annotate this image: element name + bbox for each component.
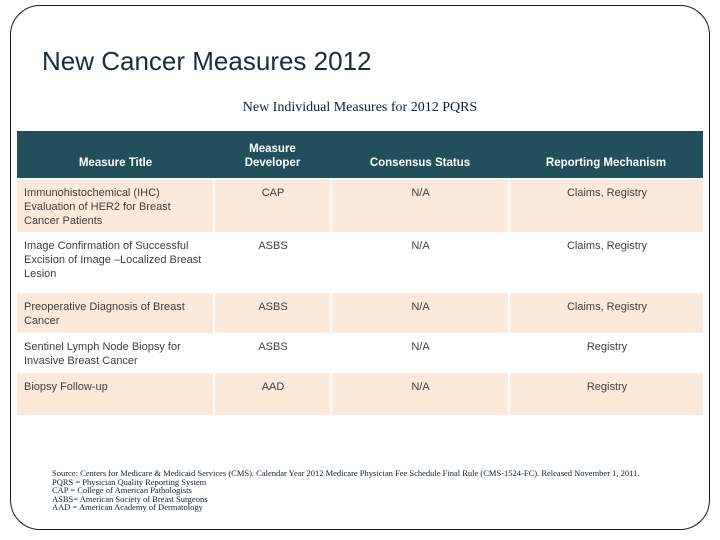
measures-table: Measure Title Measure Developer Consensu… [17, 131, 703, 415]
table-row: Immunohistochemical (IHC) Evaluation of … [17, 178, 703, 232]
cell-reporting-mechanism: Registry [508, 333, 703, 373]
table-row: Preoperative Diagnosis of Breast Cancer … [17, 293, 703, 333]
table-row: Image Confirmation of Successful Excisio… [17, 232, 703, 293]
cell-reporting-mechanism: Claims, Registry [508, 232, 703, 293]
column-header-measure-developer: Measure Developer [214, 131, 331, 179]
slide-subtitle: New Individual Measures for 2012 PQRS [242, 100, 478, 115]
cell-measure-developer: ASBS [213, 232, 331, 293]
cell-measure-title: Preoperative Diagnosis of Breast Cancer [17, 293, 214, 333]
column-header-consensus-status: Consensus Status [331, 131, 509, 179]
footnote-pqrs-definition: PQRS = Physician Quality Reporting Syste… [52, 476, 207, 487]
footnote-asbs-definition: ASBS= American Society of Breast Surgeon… [52, 493, 208, 504]
footnote-aad-definition: AAD = American Academy of Dermatology [52, 502, 203, 513]
footnote-source: Source: Centers for Medicare & Medicaid … [52, 468, 640, 478]
slide-title: New Cancer Measures 2012 [42, 46, 372, 76]
cell-measure-title: Biopsy Follow-up [17, 373, 214, 415]
table-header-row: Measure Title Measure Developer Consensu… [17, 131, 703, 179]
footnotes: Source: Centers for Medicare & Medicaid … [52, 469, 672, 512]
table-row: Sentinel Lymph Node Biopsy for Invasive … [17, 333, 703, 373]
cell-measure-title: Image Confirmation of Successful Excisio… [17, 232, 214, 293]
cell-consensus-status: N/A [330, 232, 509, 293]
cell-consensus-status: N/A [330, 178, 509, 232]
cell-reporting-mechanism: Claims, Registry [508, 293, 703, 333]
footnote-cap-definition: CAP = College of American Pathologists [52, 485, 192, 496]
cell-measure-developer: CAP [213, 178, 331, 232]
cell-consensus-status: N/A [330, 293, 509, 333]
column-header-reporting-mechanism: Reporting Mechanism [509, 131, 703, 179]
cell-consensus-status: N/A [330, 333, 509, 373]
cell-measure-title: Immunohistochemical (IHC) Evaluation of … [17, 178, 214, 232]
cell-measure-developer: ASBS [213, 333, 331, 373]
cell-measure-title: Sentinel Lymph Node Biopsy for Invasive … [17, 333, 214, 373]
column-header-measure-title: Measure Title [17, 131, 214, 179]
cell-reporting-mechanism: Registry [508, 373, 703, 415]
cell-measure-developer: AAD [213, 373, 331, 415]
table-row: Biopsy Follow-up AAD N/A Registry [17, 373, 703, 415]
cell-measure-developer: ASBS [213, 293, 331, 333]
cell-reporting-mechanism: Claims, Registry [508, 178, 703, 232]
cell-consensus-status: N/A [330, 373, 509, 415]
